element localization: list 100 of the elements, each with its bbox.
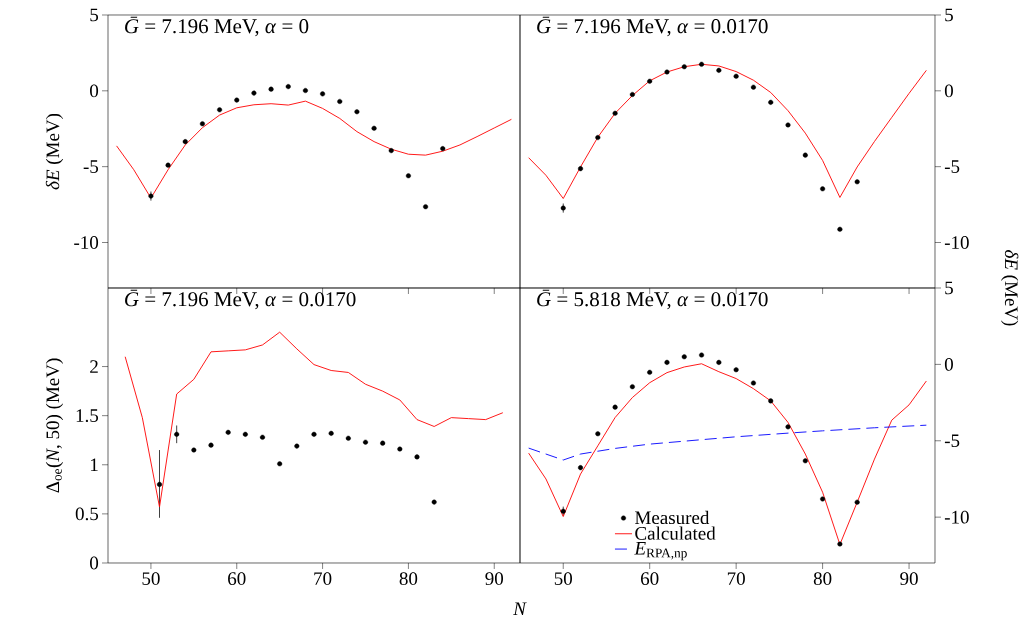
point bbox=[578, 166, 584, 172]
legend-label: Calculated bbox=[635, 526, 716, 540]
point bbox=[802, 152, 808, 158]
line-series bbox=[528, 63, 927, 199]
x-axis-title: N bbox=[513, 602, 527, 615]
point bbox=[629, 91, 635, 97]
point bbox=[802, 458, 808, 464]
point bbox=[785, 424, 791, 430]
point bbox=[612, 110, 618, 116]
y-tick-label: 1.5 bbox=[76, 409, 99, 423]
point bbox=[423, 204, 429, 210]
point bbox=[405, 173, 411, 179]
x-tick-label: 50 bbox=[142, 572, 160, 586]
point bbox=[716, 67, 722, 73]
point bbox=[260, 434, 266, 440]
point bbox=[320, 91, 326, 97]
point bbox=[440, 146, 446, 152]
x-tick-label: 80 bbox=[813, 572, 832, 586]
point bbox=[208, 442, 214, 448]
point bbox=[664, 69, 670, 75]
point bbox=[268, 86, 274, 92]
x-tick-label: 70 bbox=[314, 572, 332, 586]
point bbox=[681, 354, 687, 360]
point bbox=[345, 435, 351, 441]
point bbox=[578, 465, 584, 471]
point bbox=[294, 443, 300, 449]
y-tick-label: -5 bbox=[944, 160, 960, 173]
y-axis-title: δE (MeV) bbox=[1001, 250, 1019, 326]
y-tick-label: 0 bbox=[90, 84, 99, 98]
point bbox=[716, 359, 722, 365]
point bbox=[820, 186, 826, 192]
y-tick-label: 5 bbox=[945, 8, 953, 22]
legend-label: Measured bbox=[635, 510, 710, 525]
point bbox=[820, 496, 826, 502]
x-tick-label: 60 bbox=[641, 572, 659, 586]
y-tick-label: -5 bbox=[83, 160, 99, 173]
y-tick-label: 0 bbox=[944, 357, 953, 371]
point bbox=[328, 430, 334, 436]
y-tick-label: -10 bbox=[944, 236, 969, 249]
line-series bbox=[528, 424, 927, 461]
chart-title: Ḡ = 7.196 MeV, α = 0 bbox=[125, 16, 309, 37]
y-tick-label: -10 bbox=[74, 236, 99, 249]
point bbox=[664, 359, 670, 365]
point bbox=[182, 139, 188, 145]
chart-title: Ḡ = 5.818 MeV, α = 0.0170 bbox=[537, 289, 768, 310]
point bbox=[225, 429, 231, 435]
point bbox=[302, 88, 308, 94]
point bbox=[414, 454, 420, 460]
point bbox=[837, 226, 843, 232]
x-tick-label: 70 bbox=[727, 572, 745, 586]
point bbox=[647, 369, 653, 375]
point bbox=[251, 90, 257, 96]
point bbox=[768, 99, 774, 105]
point bbox=[397, 446, 403, 452]
point bbox=[595, 431, 601, 437]
point bbox=[380, 440, 386, 446]
point bbox=[371, 125, 377, 131]
point bbox=[388, 148, 394, 154]
point bbox=[363, 439, 368, 445]
y-tick-label: 5 bbox=[90, 8, 99, 22]
y-axis-title: Δ$_{oe}$(N, 50) (MeV) bbox=[45, 358, 64, 493]
point bbox=[699, 352, 705, 358]
point bbox=[854, 179, 860, 185]
point bbox=[354, 109, 360, 115]
x-tick-label: 90 bbox=[485, 572, 504, 586]
point bbox=[217, 107, 223, 113]
point bbox=[733, 367, 739, 373]
point bbox=[191, 447, 197, 453]
point bbox=[647, 78, 653, 84]
y-tick-label: 0 bbox=[90, 556, 99, 570]
point bbox=[785, 122, 791, 128]
point bbox=[733, 73, 739, 79]
y-tick-label: 2 bbox=[90, 360, 98, 373]
point bbox=[311, 431, 317, 437]
y-tick-label: 0 bbox=[944, 84, 953, 98]
point bbox=[681, 64, 687, 70]
x-tick-label: 80 bbox=[399, 572, 418, 586]
point bbox=[431, 499, 437, 505]
point bbox=[165, 162, 171, 168]
y-axis-title: δE (MeV) bbox=[45, 113, 64, 190]
y-tick-label: -10 bbox=[944, 510, 969, 524]
x-tick-label: 60 bbox=[228, 572, 246, 586]
y-tick-label: 1 bbox=[90, 458, 98, 472]
point bbox=[629, 384, 635, 390]
point bbox=[768, 398, 774, 404]
legend-label: E$_{RPA,np}$ bbox=[634, 542, 687, 561]
point bbox=[612, 404, 618, 410]
point bbox=[595, 135, 601, 141]
point bbox=[750, 380, 756, 386]
chart-title: Ḡ = 7.196 MeV, α = 0.0170 bbox=[537, 16, 768, 37]
point bbox=[199, 121, 205, 127]
point bbox=[750, 84, 756, 90]
point bbox=[242, 431, 248, 437]
point bbox=[174, 431, 180, 437]
y-tick-label: -5 bbox=[944, 434, 960, 448]
point bbox=[277, 461, 283, 467]
point bbox=[837, 541, 843, 547]
y-tick-label: 5 bbox=[945, 281, 953, 295]
point bbox=[854, 499, 860, 505]
point bbox=[285, 84, 291, 90]
